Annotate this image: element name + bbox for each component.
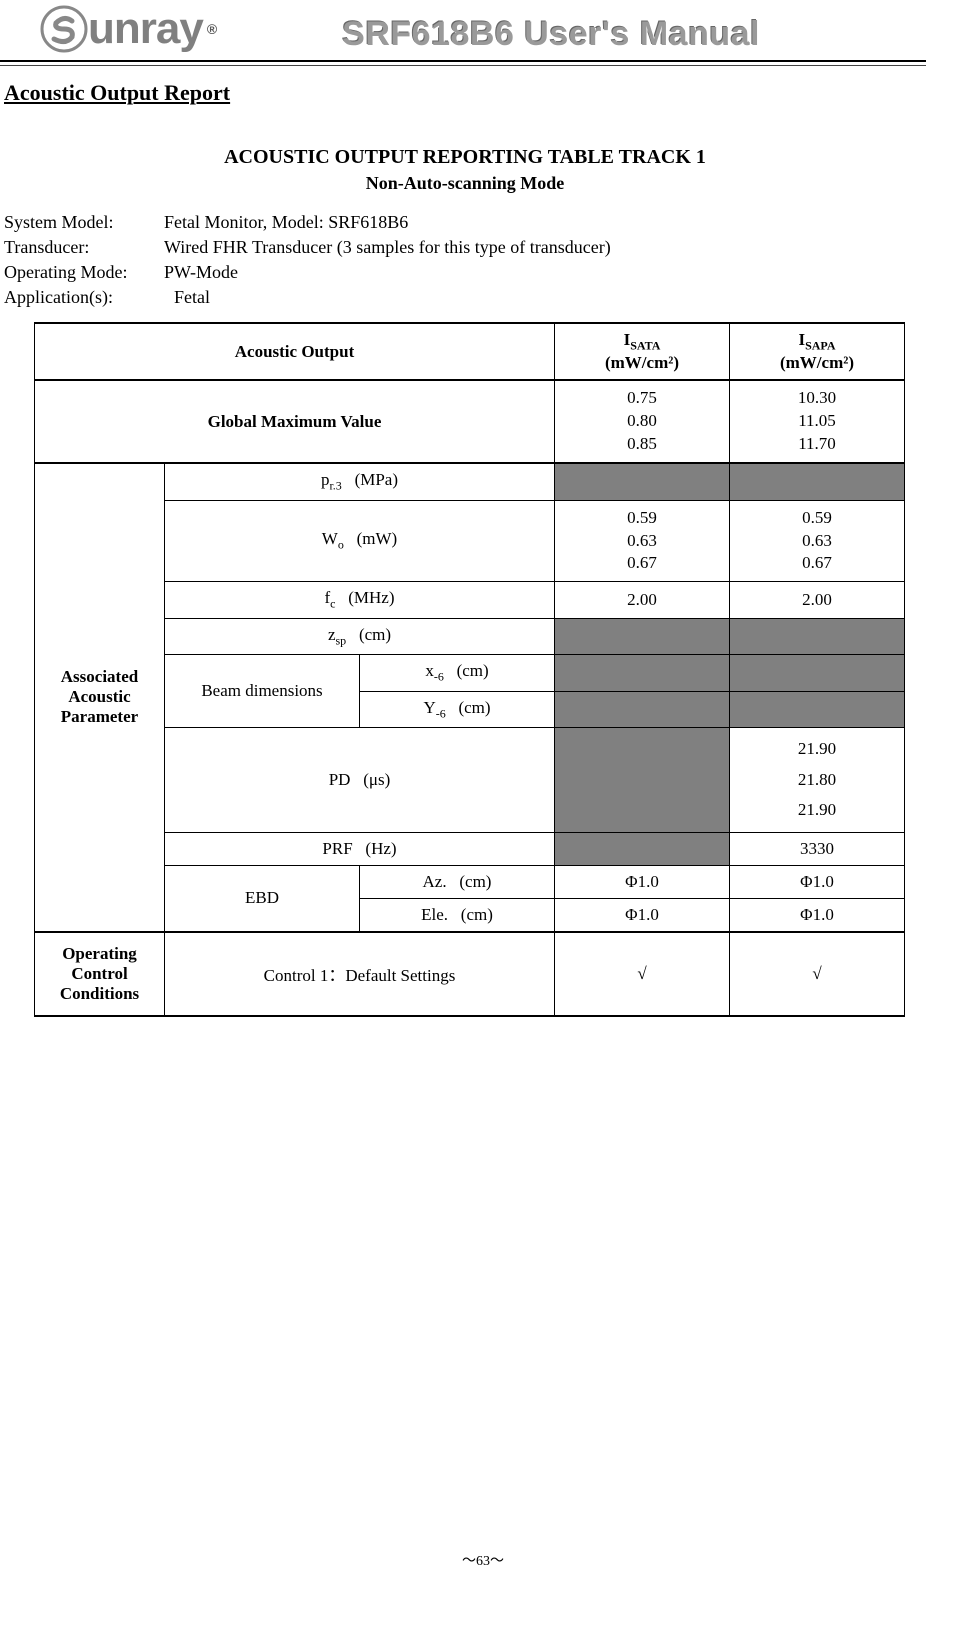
row-beam-dim-label: Beam dimensions xyxy=(165,655,360,728)
row-occ-desc: Control 1：Default Settings xyxy=(165,932,555,1016)
brand-logo: unray ® xyxy=(40,4,216,54)
cell-wo-isapa: 0.59 0.63 0.67 xyxy=(730,500,905,582)
meta-applications: Application(s): Fetal xyxy=(4,287,926,308)
section-title: Acoustic Output Report xyxy=(4,80,926,106)
cell-shaded xyxy=(730,655,905,691)
cell-shaded xyxy=(555,727,730,832)
row-global-max-label: Global Maximum Value xyxy=(35,380,555,463)
cell-occ-isapa: √ xyxy=(730,932,905,1016)
acoustic-output-table: Acoustic Output ISATA (mW/cm²) ISAPA (mW… xyxy=(34,322,905,1017)
header-divider xyxy=(0,60,926,66)
cell-shaded xyxy=(555,832,730,865)
row-prf-label: PRF (Hz) xyxy=(165,832,555,865)
cell-global-max-isapa: 10.30 11.05 11.70 xyxy=(730,380,905,463)
document-title: SRF618B6 User's Manual xyxy=(216,15,926,54)
row-occ-label: OperatingControlConditions xyxy=(35,932,165,1016)
row-pd-label: PD (μs) xyxy=(165,727,555,832)
meta-label: Application(s): xyxy=(4,287,164,308)
registered-icon: ® xyxy=(207,21,216,37)
document-header: unray ® SRF618B6 User's Manual xyxy=(0,0,926,60)
cell-shaded xyxy=(730,618,905,654)
meta-label: Operating Mode: xyxy=(4,262,164,283)
cell-pd-isapa: 21.90 21.80 21.90 xyxy=(730,727,905,832)
row-pr3-label: pr.3 (MPa) xyxy=(165,463,555,500)
brand-text: unray xyxy=(88,4,203,54)
cell-prf-isapa: 3330 xyxy=(730,832,905,865)
cell-shaded xyxy=(555,691,730,727)
cell-fc-isata: 2.00 xyxy=(555,582,730,618)
cell-shaded xyxy=(730,463,905,500)
row-ebd-az-label: Az. (cm) xyxy=(360,865,555,898)
page-number: ～63～ xyxy=(0,1550,966,1570)
row-assoc-label: AssociatedAcousticParameter xyxy=(35,463,165,932)
cell-global-max-isata: 0.75 0.80 0.85 xyxy=(555,380,730,463)
cell-shaded xyxy=(730,691,905,727)
row-ebd-ele-label: Ele. (cm) xyxy=(360,898,555,932)
meta-label: System Model: xyxy=(4,212,164,233)
meta-system-model: System Model: Fetal Monitor, Model: SRF6… xyxy=(4,212,926,233)
meta-label: Transducer: xyxy=(4,237,164,258)
col-header-isapa: ISAPA (mW/cm²) xyxy=(730,323,905,380)
cell-ebd-az-isapa: Φ1.0 xyxy=(730,865,905,898)
table-title: ACOUSTIC OUTPUT REPORTING TABLE TRACK 1 xyxy=(4,146,926,169)
meta-value: Fetal Monitor, Model: SRF618B6 xyxy=(164,212,408,233)
meta-operating-mode: Operating Mode: PW-Mode xyxy=(4,262,926,283)
cell-wo-isata: 0.59 0.63 0.67 xyxy=(555,500,730,582)
cell-fc-isapa: 2.00 xyxy=(730,582,905,618)
cell-occ-isata: √ xyxy=(555,932,730,1016)
meta-transducer: Transducer: Wired FHR Transducer (3 samp… xyxy=(4,237,926,258)
row-zsp-label: zsp (cm) xyxy=(165,618,555,654)
row-wo-label: Wo (mW) xyxy=(165,500,555,582)
col-header-acoustic-output: Acoustic Output xyxy=(35,323,555,380)
table-subtitle: Non-Auto-scanning Mode xyxy=(4,173,926,194)
col-header-isata: ISATA (mW/cm²) xyxy=(555,323,730,380)
row-ebd-label: EBD xyxy=(165,865,360,932)
cell-ebd-az-isata: Φ1.0 xyxy=(555,865,730,898)
cell-ebd-ele-isata: Φ1.0 xyxy=(555,898,730,932)
meta-value: Fetal xyxy=(174,287,210,308)
row-fc-label: fc (MHz) xyxy=(165,582,555,618)
cell-shaded xyxy=(555,463,730,500)
meta-value: Wired FHR Transducer (3 samples for this… xyxy=(164,237,611,258)
cell-ebd-ele-isapa: Φ1.0 xyxy=(730,898,905,932)
cell-shaded xyxy=(555,618,730,654)
row-y6-label: Y-6 (cm) xyxy=(360,691,555,727)
meta-value: PW-Mode xyxy=(164,262,238,283)
sunray-s-icon xyxy=(40,5,88,53)
cell-shaded xyxy=(555,655,730,691)
row-x6-label: x-6 (cm) xyxy=(360,655,555,691)
